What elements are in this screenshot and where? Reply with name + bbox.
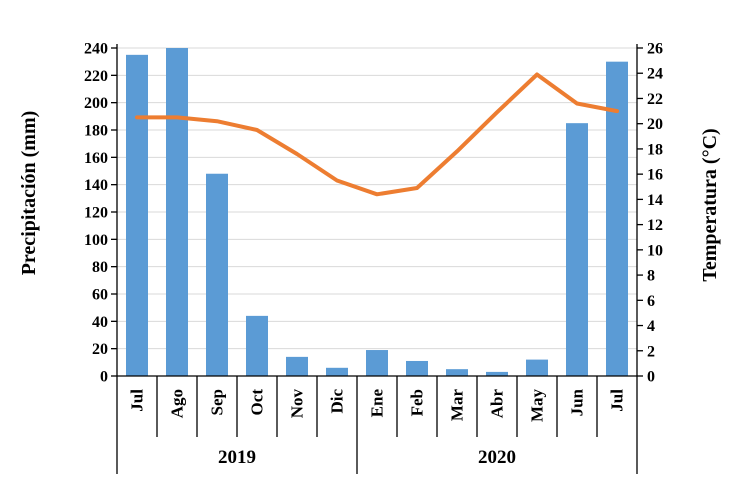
precipitation-bar [566, 123, 588, 377]
left-axis-tick-label: 120 [84, 205, 108, 222]
left-axis-tick-label: 100 [84, 232, 108, 249]
right-axis-title: Temperatura (°C) [699, 128, 721, 282]
temperature-line [135, 72, 619, 197]
left-axis-title: Precipitación (mm) [18, 110, 40, 276]
right-axis-tick-label: 16 [647, 167, 663, 184]
month-label: Oct [248, 389, 267, 416]
precipitation-bar [326, 367, 348, 376]
month-label: Dic [328, 389, 347, 414]
month-label: Jun [568, 388, 587, 416]
precipitation-bar [126, 54, 148, 376]
precipitation-bar [406, 360, 428, 376]
month-label: Abr [488, 389, 507, 419]
right-axis-tick-label: 12 [647, 217, 663, 234]
month-label: Ene [368, 389, 387, 418]
left-axis-tick-label: 0 [100, 369, 108, 386]
month-label: Feb [408, 389, 427, 416]
month-label: May [528, 389, 547, 423]
left-axis-tick-label: 80 [92, 259, 108, 276]
right-axis-tick-label: 8 [647, 268, 655, 285]
precipitation-bar [246, 315, 268, 376]
month-label: Mar [448, 389, 467, 422]
right-axis-tick-label: 24 [647, 66, 663, 83]
precipitation-bar [166, 48, 188, 376]
month-label: Jul [128, 389, 147, 412]
precipitation-bar [446, 369, 468, 376]
right-axis-tick-label: 6 [647, 293, 655, 310]
right-axis-tick-label: 0 [647, 369, 655, 386]
precipitation-bar [206, 173, 228, 376]
left-axis-tick-label: 220 [84, 68, 108, 85]
precipitation-bar [526, 359, 548, 376]
left-axis-tick-label: 20 [92, 341, 108, 358]
right-axis-tick-label: 2 [647, 343, 655, 360]
left-axis-tick-label: 160 [84, 150, 108, 167]
year-label: 2020 [478, 447, 516, 468]
left-axis-tick-label: 200 [84, 95, 108, 112]
month-label: Sep [208, 389, 227, 415]
precipitation-bar [486, 371, 508, 376]
right-axis-tick-label: 4 [647, 318, 655, 335]
month-label: Nov [288, 389, 307, 419]
right-axis-tick-label: 26 [647, 41, 663, 58]
right-axis-tick-label: 10 [647, 242, 663, 259]
month-label: Ago [168, 389, 187, 418]
left-axis-tick-label: 140 [84, 177, 108, 194]
precipitation-bar [366, 350, 388, 376]
right-axis-tick-label: 14 [647, 192, 663, 209]
month-label: Jul [608, 389, 627, 412]
left-axis-tick-label: 40 [92, 314, 108, 331]
year-label: 2019 [218, 447, 256, 468]
left-axis-tick-label: 240 [84, 41, 108, 58]
right-axis-tick-label: 18 [647, 141, 663, 158]
right-axis-tick-label: 22 [647, 91, 663, 108]
left-axis-tick-label: 60 [92, 287, 108, 304]
precipitation-bar [606, 61, 628, 377]
left-axis-tick-label: 180 [84, 123, 108, 140]
precipitation-bar [286, 356, 308, 376]
right-axis-tick-label: 20 [647, 116, 663, 133]
